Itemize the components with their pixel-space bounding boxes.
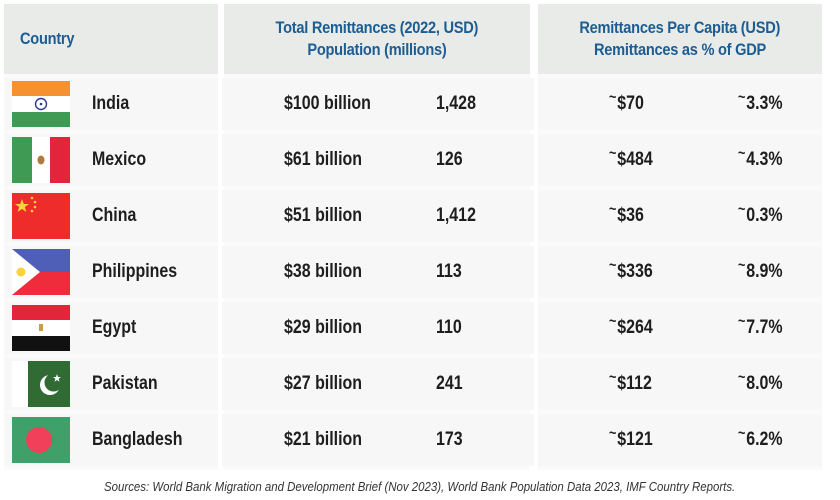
population: 1,428	[436, 93, 476, 114]
pct-gdp: 8.9%	[746, 261, 783, 282]
sources-text: Sources: World Bank Migration and Develo…	[104, 479, 736, 494]
approx-symbol: ~	[738, 257, 746, 274]
country-name: Philippines	[92, 261, 178, 282]
header-country: Country	[4, 4, 218, 74]
per-capita: $36	[617, 205, 644, 226]
header-per-capita-label: Remittances Per Capita (USD)	[579, 18, 781, 37]
approx-symbol: ~	[738, 89, 746, 106]
table-row: Pakistan $27 billion 241 ~$112 ~8.0%	[4, 358, 822, 410]
population: 126	[436, 149, 463, 170]
per-capita: $336	[617, 261, 653, 282]
country-name: India	[92, 93, 130, 114]
flag-bangladesh-icon	[12, 417, 70, 463]
population: 241	[436, 373, 463, 394]
sources-footnote: Sources: World Bank Migration and Develo…	[0, 479, 840, 494]
per-capita: $70	[617, 93, 644, 114]
total-remittances: $27 billion	[284, 373, 363, 394]
pct-gdp: 4.3%	[746, 149, 783, 170]
total-remittances: $51 billion	[284, 205, 363, 226]
approx-symbol: ~	[609, 369, 617, 386]
population: 110	[436, 317, 462, 338]
table-row: Egypt $29 billion 110 ~$264 ~7.7%	[4, 302, 822, 354]
header-population-label: Population (millions)	[307, 40, 447, 59]
total-remittances: $29 billion	[284, 317, 363, 338]
pct-gdp: 6.2%	[746, 429, 783, 450]
approx-symbol: ~	[738, 201, 746, 218]
approx-symbol: ~	[738, 145, 746, 162]
total-remittances: $38 billion	[284, 261, 363, 282]
approx-symbol: ~	[738, 369, 746, 386]
approx-symbol: ~	[609, 145, 617, 162]
per-capita: $121	[617, 429, 653, 450]
flag-pakistan-icon	[12, 361, 70, 407]
header-pct-gdp-label: Remittances as % of GDP	[594, 40, 766, 59]
total-remittances: $61 billion	[284, 149, 363, 170]
approx-symbol: ~	[609, 201, 617, 218]
table-row: China $51 billion 1,412 ~$36 ~0.3%	[4, 190, 822, 242]
pct-gdp: 8.0%	[746, 373, 783, 394]
table-row: Mexico $61 billion 126 ~$484 ~4.3%	[4, 134, 822, 186]
header-total-population: Total Remittances (2022, USD) Population…	[224, 4, 530, 74]
approx-symbol: ~	[609, 313, 617, 330]
country-name: Mexico	[92, 149, 147, 170]
header-total-remittances-label: Total Remittances (2022, USD)	[275, 18, 479, 37]
table-row: India $100 billion 1,428 ~$70 ~3.3%	[4, 78, 822, 130]
approx-symbol: ~	[738, 313, 746, 330]
header-percapita-gdp: Remittances Per Capita (USD) Remittances…	[538, 4, 822, 74]
total-remittances: $100 billion	[284, 93, 371, 114]
table-row: Philippines $38 billion 113 ~$336 ~8.9%	[4, 246, 822, 298]
per-capita: $264	[617, 317, 653, 338]
population: 173	[436, 429, 463, 450]
country-name: Bangladesh	[92, 429, 183, 450]
pct-gdp: 0.3%	[746, 205, 783, 226]
population: 1,412	[436, 205, 476, 226]
flag-mexico-icon	[12, 137, 70, 183]
pct-gdp: 7.7%	[746, 317, 783, 338]
country-name: Egypt	[92, 317, 137, 338]
country-name: Pakistan	[92, 373, 158, 394]
population: 113	[436, 261, 462, 282]
table-row: Bangladesh $21 billion 173 ~$121 ~6.2%	[4, 414, 822, 466]
approx-symbol: ~	[609, 257, 617, 274]
approx-symbol: ~	[738, 425, 746, 442]
header-country-label: Country	[20, 29, 75, 48]
per-capita: $484	[617, 149, 653, 170]
flag-philippines-icon	[12, 249, 70, 295]
country-name: China	[92, 205, 137, 226]
per-capita: $112	[617, 373, 652, 394]
flag-china-icon	[12, 193, 70, 239]
approx-symbol: ~	[609, 89, 617, 106]
approx-symbol: ~	[609, 425, 617, 442]
flag-india-icon	[12, 81, 70, 127]
pct-gdp: 3.3%	[746, 93, 783, 114]
flag-egypt-icon	[12, 305, 70, 351]
total-remittances: $21 billion	[284, 429, 363, 450]
